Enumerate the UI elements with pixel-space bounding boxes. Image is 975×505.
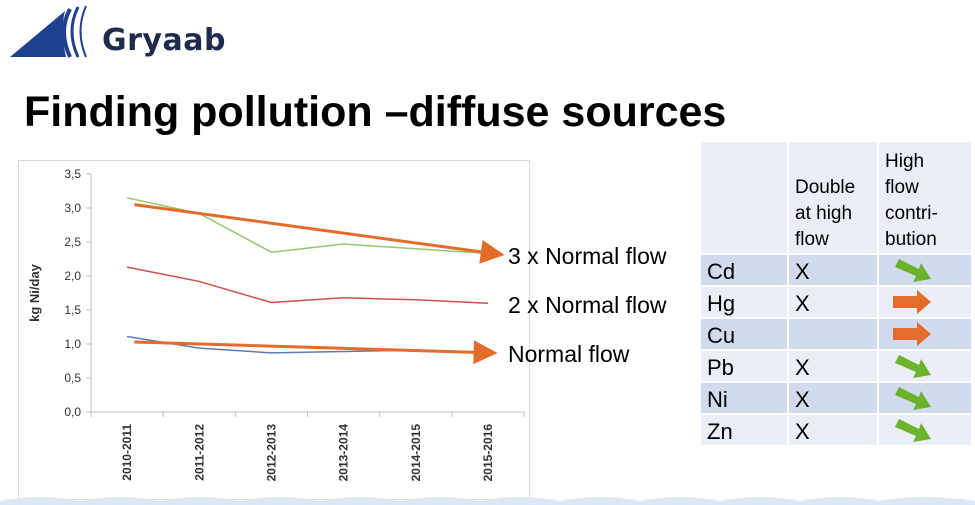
contribution-cell bbox=[878, 286, 973, 319]
slide-title: Finding pollution –diffuse sources bbox=[24, 88, 727, 136]
table-row: Pb X bbox=[701, 350, 973, 383]
x-tick-label: 2010-2011 bbox=[120, 424, 134, 481]
table-header-row: Double at high flow High flow contri-but… bbox=[701, 142, 973, 255]
y-tick-label: 3,5 bbox=[64, 167, 81, 181]
chart-canvas: 0,0 0,5 1,0 1,5 2,0 2,5 3,0 3,5 2010-2011 2011-20… bbox=[27, 167, 525, 482]
logo-text: Gryaab bbox=[102, 23, 226, 58]
table-row: Ni X bbox=[701, 382, 973, 415]
y-tick-label: 3,0 bbox=[64, 201, 81, 215]
contribution-cell bbox=[878, 254, 973, 287]
metals-table: Double at high flow High flow contri-but… bbox=[701, 142, 973, 447]
y-tick-label: 1,5 bbox=[64, 303, 81, 317]
double-at-high-flow-mark: X bbox=[788, 414, 879, 447]
metal-name: Ni bbox=[701, 382, 789, 415]
annotation-3x-normal-flow: 3 x Normal flow bbox=[508, 243, 667, 269]
metal-name: Cd bbox=[701, 254, 789, 287]
contribution-cell bbox=[878, 318, 973, 351]
table-row: Hg X bbox=[701, 286, 973, 319]
arrow-right-icon bbox=[893, 322, 931, 346]
y-tick-label: 2,0 bbox=[64, 269, 81, 283]
metal-name: Pb bbox=[701, 350, 789, 383]
y-tick-label: 2,5 bbox=[64, 235, 81, 249]
double-at-high-flow-mark: X bbox=[788, 286, 879, 319]
arrow-right-icon bbox=[893, 290, 931, 314]
trend-arrow-1 bbox=[134, 340, 498, 365]
table-row: Zn X bbox=[701, 414, 973, 447]
x-tick-label: 2014-2015 bbox=[409, 424, 423, 482]
arrow-down-right-icon bbox=[895, 387, 931, 410]
metal-name: Zn bbox=[701, 414, 789, 447]
arrow-down-right-icon bbox=[895, 355, 931, 378]
x-tick-label: 2011-2012 bbox=[192, 424, 206, 481]
contribution-cell bbox=[878, 382, 973, 415]
logo-mark-icon bbox=[10, 5, 87, 58]
x-tick-label: 2012-2013 bbox=[264, 424, 278, 482]
table-row: Cd X bbox=[701, 254, 973, 287]
nickel-chart: 0,0 0,5 1,0 1,5 2,0 2,5 3,0 3,5 2010-2011 2011-20… bbox=[18, 160, 530, 500]
x-tick-label: 2015-2016 bbox=[481, 424, 495, 482]
arrow-down-right-icon bbox=[895, 419, 931, 442]
double-at-high-flow-mark: X bbox=[788, 254, 879, 287]
decorative-wave-icon bbox=[0, 497, 975, 505]
metal-name: Hg bbox=[701, 286, 789, 319]
x-tick-label: 2013-2014 bbox=[337, 424, 351, 482]
y-tick-label: 1,0 bbox=[64, 337, 81, 351]
table-row: Cu bbox=[701, 318, 973, 351]
y-tick-label: 0,0 bbox=[64, 405, 81, 419]
header-high-flow-contribution: High flow contri-bution bbox=[878, 142, 973, 255]
company-logo: Gryaab bbox=[10, 5, 230, 60]
header-double-at-high-flow: Double at high flow bbox=[788, 142, 879, 255]
header-contribution-text: High flow contri-bution bbox=[885, 151, 938, 250]
y-tick-label: 0,5 bbox=[64, 371, 81, 385]
header-double-text: Double at high flow bbox=[795, 177, 856, 250]
contribution-cell bbox=[878, 414, 973, 447]
trend-arrow-0 bbox=[134, 203, 505, 264]
annotation-normal-flow: Normal flow bbox=[508, 341, 630, 367]
metal-name: Cu bbox=[701, 318, 789, 351]
double-at-high-flow-mark bbox=[788, 318, 879, 351]
y-axis-label: kg Ni/day bbox=[27, 263, 42, 322]
double-at-high-flow-mark: X bbox=[788, 350, 879, 383]
arrow-down-right-icon bbox=[895, 259, 931, 282]
annotation-2x-normal-flow: 2 x Normal flow bbox=[508, 292, 667, 318]
series-line-1 bbox=[126, 266, 488, 304]
double-at-high-flow-mark: X bbox=[788, 382, 879, 415]
header-metal bbox=[701, 142, 789, 255]
contribution-cell bbox=[878, 350, 973, 383]
